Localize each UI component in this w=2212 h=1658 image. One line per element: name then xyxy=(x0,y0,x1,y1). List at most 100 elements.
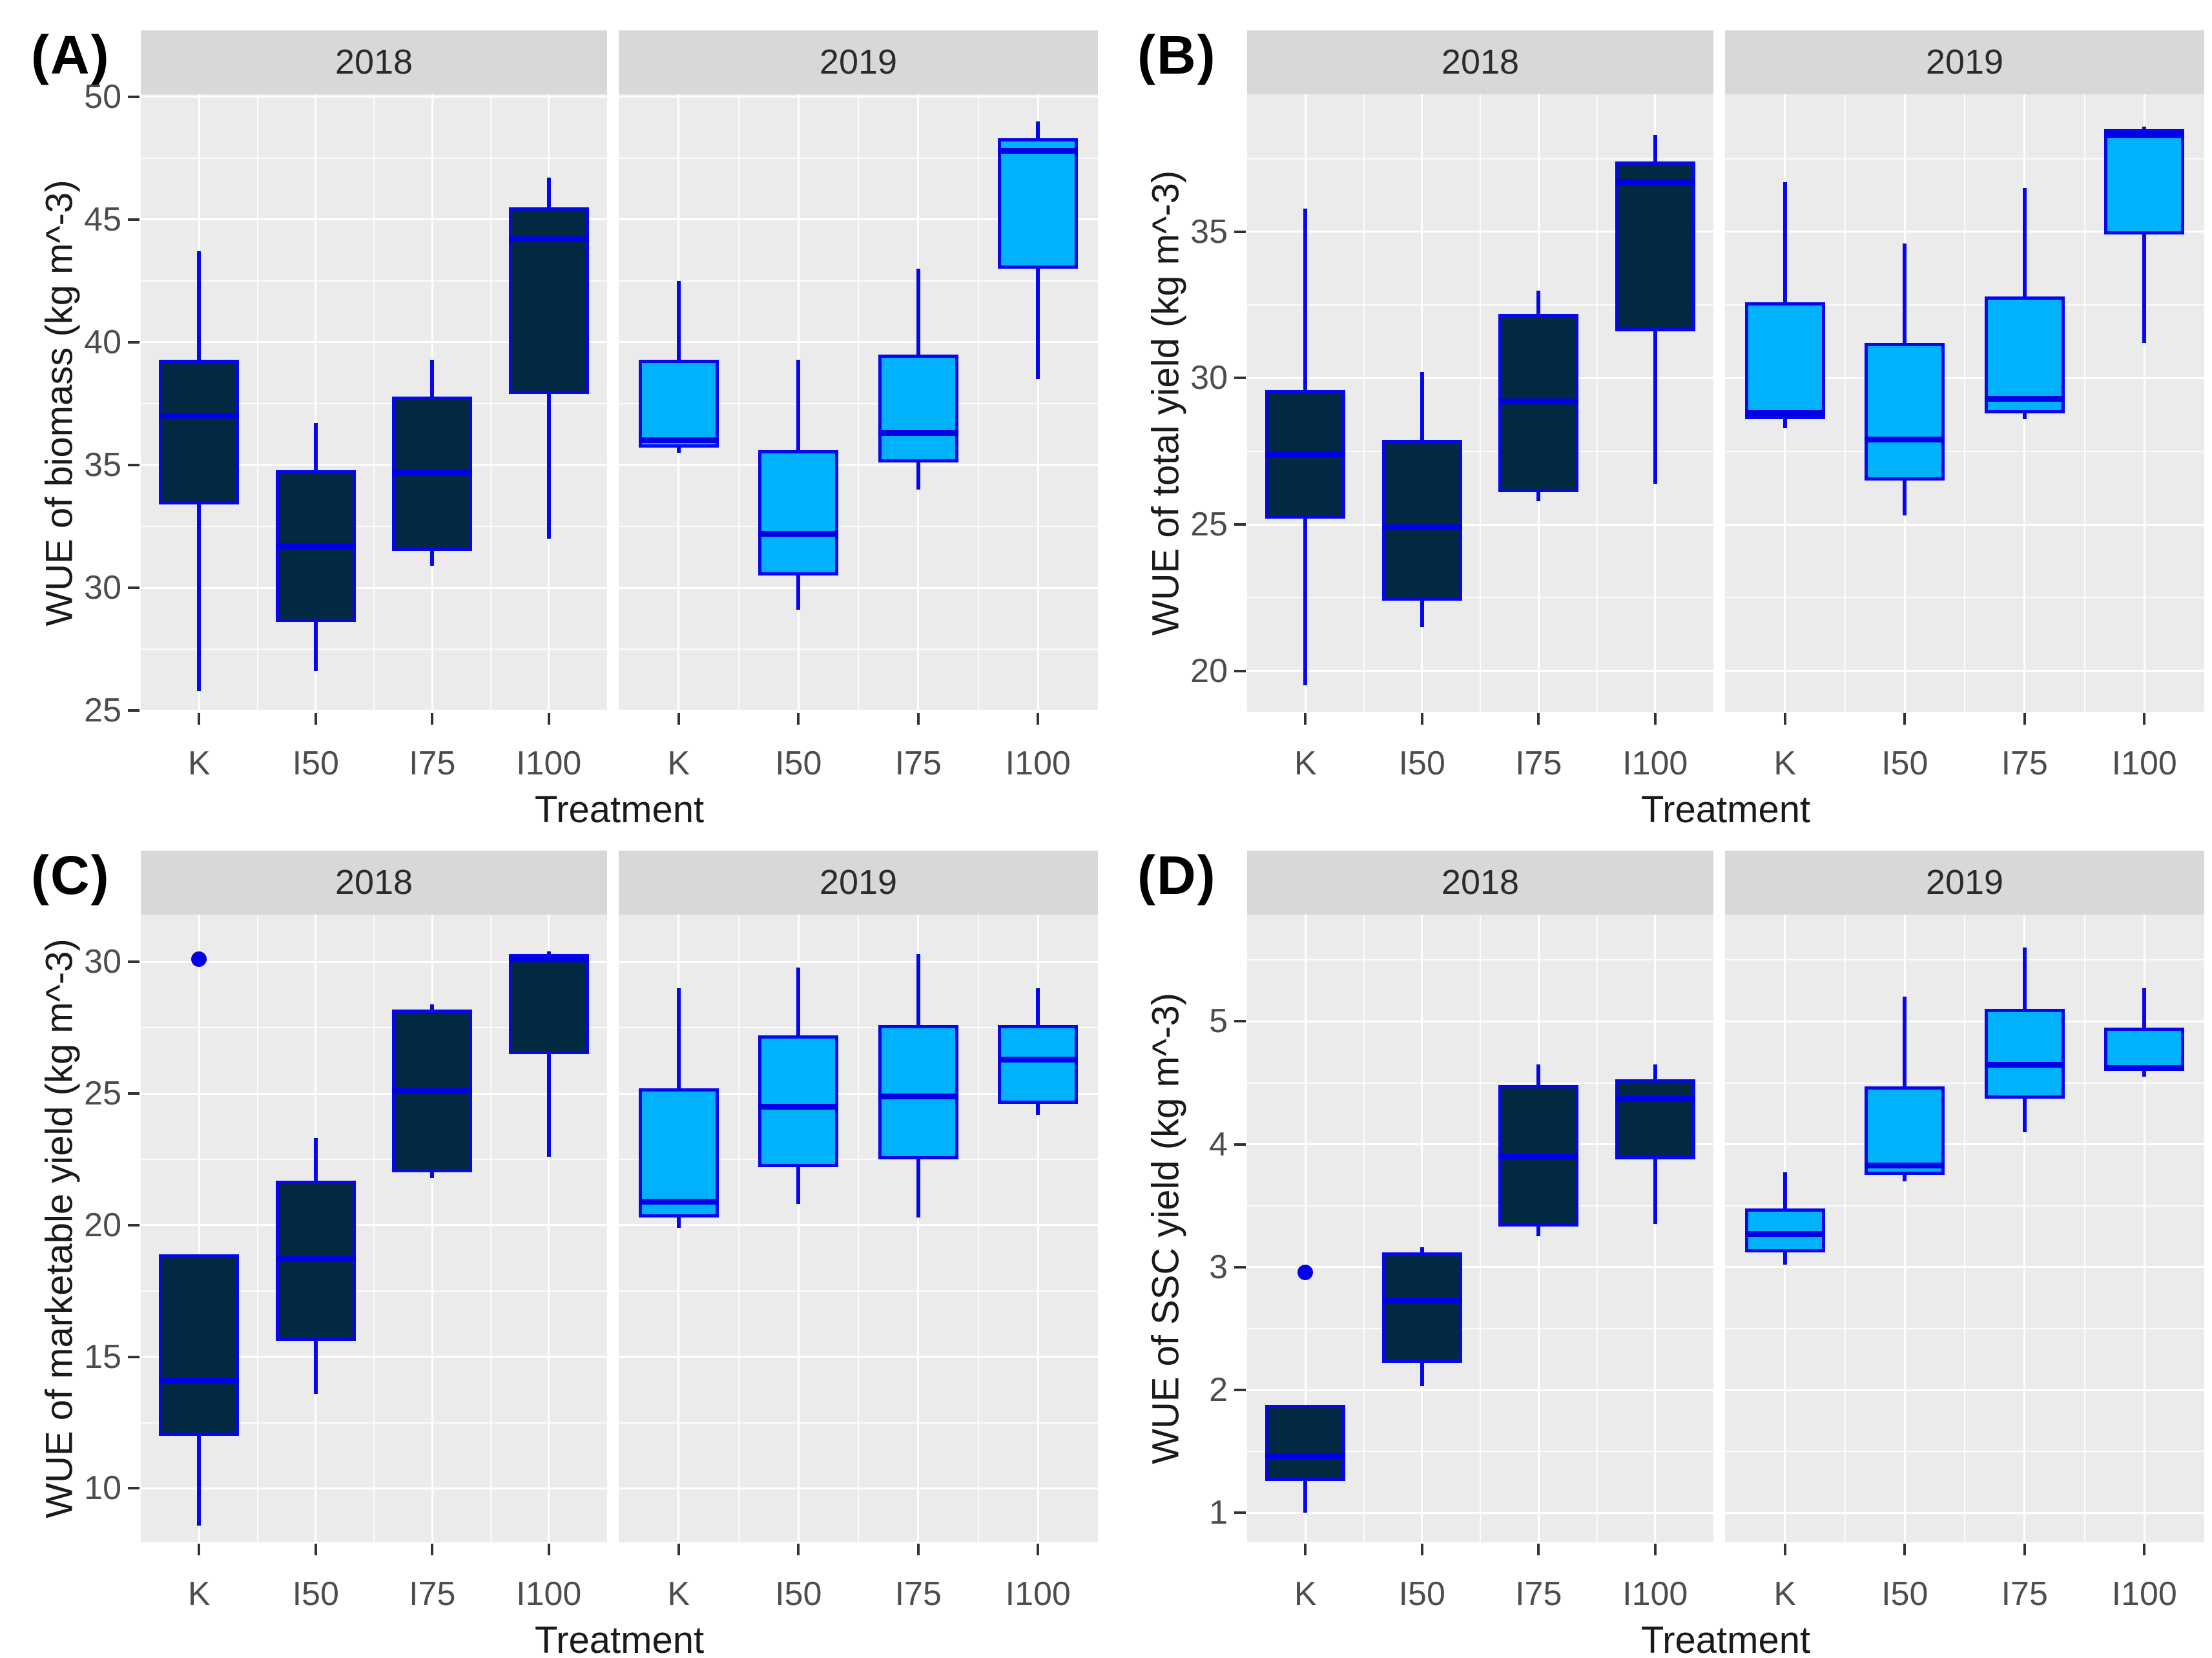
facet-plot-2019 xyxy=(1725,94,2204,712)
major-gridline-v xyxy=(1421,915,1423,1542)
facet-strip-label: 2018 xyxy=(335,863,413,902)
x-tick-label: I100 xyxy=(1005,1575,1071,1613)
x-tick-mark xyxy=(547,1544,550,1555)
facet-plot-2019 xyxy=(1725,915,2204,1542)
minor-gridline-v xyxy=(490,94,491,712)
x-tick-label: I100 xyxy=(2111,1575,2177,1613)
major-gridline-v xyxy=(2143,915,2145,1542)
x-tick-label: I100 xyxy=(516,1575,582,1613)
box-whisker xyxy=(546,951,551,1157)
box-iqr xyxy=(1265,1404,1346,1481)
box-median xyxy=(392,1088,473,1094)
x-axis-title: Treatment xyxy=(534,789,705,831)
minor-gridline-v xyxy=(490,915,491,1542)
minor-gridline-v xyxy=(1480,915,1481,1542)
box-median xyxy=(878,430,958,437)
x-tick-label: I100 xyxy=(516,745,582,782)
x-tick-mark xyxy=(2143,713,2146,725)
x-tick-label: K xyxy=(667,1575,690,1613)
y-tick-label: 25 xyxy=(84,692,121,730)
minor-gridline-v xyxy=(1596,915,1598,1542)
y-tick-label: 1 xyxy=(1209,1494,1228,1532)
x-tick-label: I75 xyxy=(409,745,456,782)
y-axis-title: WUE of biomass (kg m^-3) xyxy=(38,180,81,627)
y-tick-label: 20 xyxy=(1190,652,1228,690)
box-median xyxy=(758,1104,839,1110)
facet-strip-2018: 2018 xyxy=(141,30,607,94)
outlier-point xyxy=(1297,1264,1314,1280)
x-tick-mark xyxy=(1783,713,1786,725)
minor-gridline-v xyxy=(738,915,739,1542)
box-median xyxy=(638,437,719,444)
y-tick-mark xyxy=(128,1487,140,1490)
x-tick-mark xyxy=(1653,1544,1657,1555)
box-iqr xyxy=(638,1088,719,1218)
box-median xyxy=(1498,1154,1579,1160)
x-tick-mark xyxy=(1903,713,1907,725)
box-iqr xyxy=(878,354,958,463)
y-tick-label: 25 xyxy=(1190,506,1228,544)
x-tick-label: K xyxy=(667,745,690,782)
minor-gridline-v xyxy=(858,94,859,712)
panel-B: (B) WUE of total yield (kg m^-3) 20 25 30 35 2… xyxy=(1106,0,2212,831)
facet-strip-label: 2018 xyxy=(1441,863,1520,902)
x-tick-label: I100 xyxy=(1005,745,1071,782)
box-iqr xyxy=(508,954,589,1054)
box-median xyxy=(159,413,240,419)
box-iqr xyxy=(2104,1027,2185,1071)
box-iqr xyxy=(758,1035,839,1168)
minor-gridline-v xyxy=(1964,94,1965,712)
x-tick-mark xyxy=(1537,713,1540,725)
x-tick-mark xyxy=(1037,1544,1040,1555)
facet-strip-2019: 2019 xyxy=(1725,30,2204,94)
box-median xyxy=(2104,1065,2185,1072)
box-iqr xyxy=(159,1254,240,1436)
box-iqr xyxy=(159,359,240,504)
major-gridline-v xyxy=(2143,94,2145,712)
box-iqr xyxy=(1984,1009,2065,1099)
panel-C: (C) WUE of marketable yield (kg m^-3) 10 15… xyxy=(0,829,1106,1658)
major-gridline-v xyxy=(1304,915,1307,1542)
box-iqr xyxy=(638,359,719,448)
box-median xyxy=(275,1256,356,1263)
x-tick-mark xyxy=(314,713,317,725)
x-tick-label: I100 xyxy=(2111,745,2177,782)
facet-plot-2018 xyxy=(1247,915,1713,1542)
panel-D: (D) WUE of SSC yield (kg m^-3) 1 2 3 4 5 2018 K I… xyxy=(1106,829,2212,1658)
box-median xyxy=(1381,524,1462,531)
box-median xyxy=(392,469,473,475)
major-gridline-v xyxy=(1654,915,1657,1542)
y-tick-label: 40 xyxy=(84,323,121,361)
y-tick-mark xyxy=(128,1092,140,1095)
facet-strip-2019: 2019 xyxy=(619,851,1098,915)
x-tick-mark xyxy=(1304,713,1307,725)
x-tick-label: I75 xyxy=(894,745,942,782)
box-median xyxy=(1984,395,2065,402)
y-tick-mark xyxy=(1234,377,1246,380)
y-tick-mark xyxy=(128,1223,140,1227)
minor-gridline-v xyxy=(1363,94,1365,712)
y-tick-label: 10 xyxy=(84,1469,121,1508)
major-gridline-v xyxy=(1903,915,1906,1542)
minor-gridline-v xyxy=(373,915,375,1542)
y-tick-label: 35 xyxy=(84,446,121,484)
minor-gridline-v xyxy=(2083,915,2085,1542)
major-gridline-v xyxy=(198,915,200,1542)
x-tick-mark xyxy=(1783,1544,1786,1555)
y-tick-label: 30 xyxy=(84,569,121,607)
x-tick-mark xyxy=(198,1544,201,1555)
box-median xyxy=(508,236,589,242)
x-tick-label: K xyxy=(1773,1575,1797,1613)
y-tick-mark xyxy=(1234,523,1246,526)
box-iqr xyxy=(1984,296,2065,413)
box-median xyxy=(1498,399,1579,405)
x-tick-mark xyxy=(2023,713,2026,725)
y-tick-label: 3 xyxy=(1209,1248,1228,1286)
x-tick-mark xyxy=(797,713,800,725)
y-tick-mark xyxy=(128,709,140,712)
x-tick-label: I75 xyxy=(1515,1575,1562,1613)
major-gridline-v xyxy=(917,915,920,1542)
y-tick-label: 2 xyxy=(1209,1371,1228,1409)
box-median xyxy=(1865,1162,1945,1168)
x-tick-mark xyxy=(1653,713,1657,725)
